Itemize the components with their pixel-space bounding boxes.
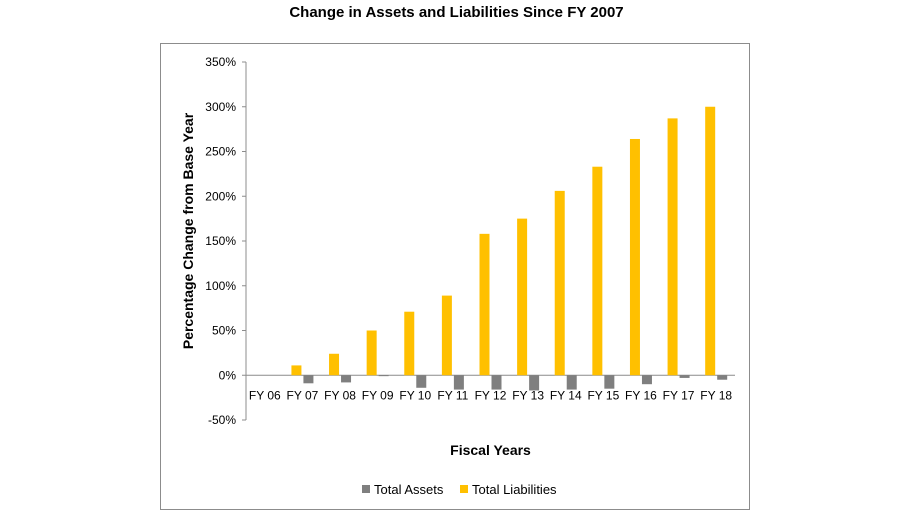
bar-total-liabilities — [554, 190, 565, 376]
y-tick-label: 250% — [205, 145, 236, 159]
x-tick-label: FY 18 — [700, 388, 732, 402]
bar-total-liabilities — [441, 295, 452, 376]
y-tick-label: -50% — [208, 413, 236, 427]
bar-total-liabilities — [629, 138, 640, 376]
bar-total-assets — [604, 375, 615, 389]
bar-total-assets — [303, 375, 314, 384]
bar-total-liabilities — [705, 106, 716, 376]
legend-swatch — [460, 485, 468, 493]
x-tick-label: FY 07 — [287, 388, 319, 402]
legend-label: Total Assets — [374, 482, 444, 497]
bar-total-liabilities — [291, 365, 302, 376]
x-tick-label: FY 06 — [249, 388, 281, 402]
x-axis-title: Fiscal Years — [450, 442, 531, 458]
x-tick-label: FY 13 — [512, 388, 544, 402]
bar-total-liabilities — [404, 311, 415, 376]
x-tick-label: FY 09 — [362, 388, 394, 402]
axes — [245, 62, 735, 420]
bar-total-liabilities — [479, 233, 490, 376]
bar-total-liabilities — [667, 118, 678, 376]
legend: Total Assets Total Liabilities — [362, 482, 557, 497]
bar-total-assets — [378, 375, 389, 377]
bar-total-liabilities — [329, 353, 340, 376]
bar-total-assets — [566, 375, 577, 390]
x-tick-label: FY 14 — [550, 388, 582, 402]
chart-frame — [160, 43, 750, 510]
legend-swatch — [362, 485, 370, 493]
y-tick-label: 100% — [205, 279, 236, 293]
x-tick-label: FY 15 — [587, 388, 619, 402]
bar-total-assets — [416, 375, 427, 388]
bar-total-assets — [679, 375, 690, 378]
x-tick-label: FY 11 — [437, 388, 468, 402]
x-tick-label: FY 12 — [475, 388, 507, 402]
bar-total-assets — [641, 375, 652, 385]
x-tick-label: FY 10 — [399, 388, 431, 402]
bar-total-liabilities — [366, 330, 377, 376]
chart-title: Change in Assets and Liabilities Since F… — [289, 4, 624, 21]
bar-total-assets — [529, 375, 540, 391]
bars — [291, 106, 728, 391]
y-tick-label: 50% — [212, 324, 236, 338]
y-tick-labels: -50% 0% 50% 100% 150% 200% 250% 300% 350% — [205, 55, 246, 427]
bar-total-liabilities — [592, 166, 603, 376]
x-tick-labels: FY 06 FY 07 FY 08 FY 09 FY 10 FY 11 FY 12 FY 13… — [249, 388, 733, 402]
bar-total-assets — [453, 375, 464, 390]
x-tick-label: FY 16 — [625, 388, 657, 402]
y-tick-label: 300% — [205, 100, 236, 114]
y-axis-title: Percentage Change from Base Year — [180, 112, 196, 349]
x-tick-label: FY 08 — [324, 388, 356, 402]
bar-total-liabilities — [517, 218, 528, 376]
x-tick-label: FY 17 — [663, 388, 695, 402]
y-tick-label: 350% — [205, 55, 236, 69]
y-tick-label: 200% — [205, 189, 236, 203]
bar-total-assets — [491, 375, 502, 390]
bar-total-assets — [717, 375, 728, 380]
y-tick-label: 0% — [219, 368, 237, 382]
y-tick-label: 150% — [205, 234, 236, 248]
bar-total-assets — [341, 375, 352, 383]
legend-label: Total Liabilities — [472, 482, 557, 497]
